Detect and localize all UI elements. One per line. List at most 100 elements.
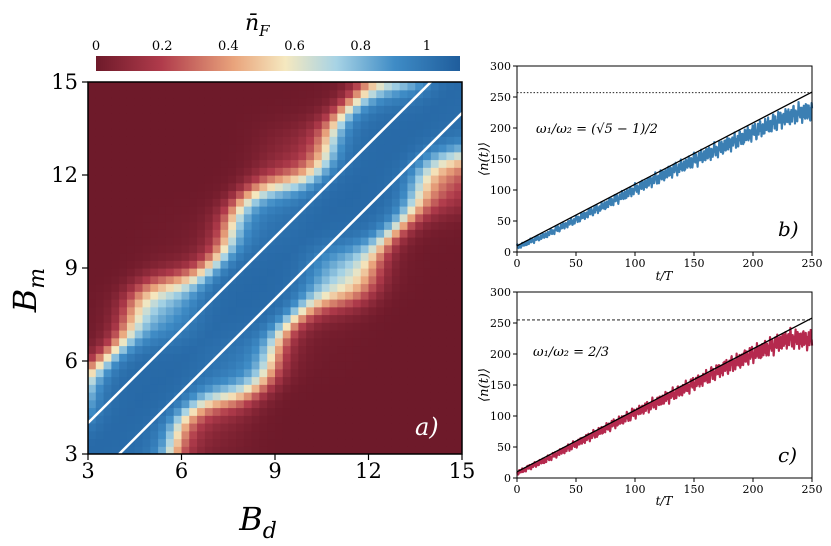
heatmap-cell bbox=[298, 361, 307, 370]
heatmap-cell bbox=[360, 299, 370, 308]
heatmap-cell bbox=[204, 291, 214, 300]
heatmap-cell bbox=[88, 151, 97, 161]
heatmap-cell bbox=[384, 384, 393, 393]
heatmap-cell bbox=[399, 213, 409, 223]
heatmap-cell bbox=[126, 190, 136, 199]
heatmap-cell bbox=[95, 244, 105, 254]
heatmap-cell bbox=[321, 345, 331, 354]
heatmap-cell bbox=[275, 105, 284, 114]
heatmap-cell bbox=[228, 105, 237, 114]
heatmap-cell bbox=[119, 144, 128, 153]
heatmap-cell bbox=[228, 415, 237, 424]
heatmap-cell bbox=[204, 330, 214, 339]
heatmap-cell bbox=[111, 314, 120, 323]
heatmap-cell bbox=[384, 283, 393, 292]
heatmap-cell bbox=[329, 136, 338, 145]
heatmap-cell bbox=[243, 430, 253, 440]
heatmap-cell bbox=[142, 392, 151, 401]
heatmap-cell bbox=[313, 97, 323, 106]
heatmap-cell bbox=[423, 244, 432, 254]
heatmap-cell bbox=[88, 423, 97, 432]
heatmap-cell bbox=[337, 283, 346, 292]
heatmap-cell bbox=[438, 392, 448, 401]
heatmap-cell bbox=[384, 113, 393, 122]
heatmap-cell bbox=[337, 368, 346, 378]
heatmap-cell bbox=[290, 430, 299, 440]
heatmap-cell bbox=[446, 105, 455, 114]
heatmap-cell bbox=[275, 376, 284, 385]
heatmap-cell bbox=[95, 337, 105, 347]
heatmap-cell bbox=[391, 446, 401, 454]
heatmap-cell bbox=[360, 244, 370, 254]
heatmap-cell bbox=[329, 268, 338, 277]
heatmap-cell bbox=[259, 337, 268, 347]
heatmap-cell bbox=[360, 314, 370, 323]
heatmap-cell bbox=[329, 299, 338, 308]
heatmap-cell bbox=[275, 353, 284, 362]
heatmap-cell bbox=[126, 384, 136, 393]
heatmap-cell bbox=[126, 144, 136, 153]
heatmap-cell bbox=[376, 206, 385, 215]
heatmap-cell bbox=[103, 252, 112, 261]
heatmap-cell bbox=[189, 206, 198, 215]
heatmap-cell bbox=[212, 392, 222, 401]
heatmap-cell bbox=[345, 446, 354, 454]
heatmap-cell bbox=[267, 268, 276, 277]
heatmap-cell bbox=[352, 229, 362, 238]
heatmap-cell bbox=[430, 82, 440, 91]
heatmap-cell bbox=[103, 198, 112, 207]
heatmap-cell bbox=[415, 283, 424, 292]
heatmap-cell bbox=[360, 361, 370, 370]
heatmap-cell bbox=[267, 175, 276, 184]
heatmap-cell bbox=[360, 415, 370, 424]
heatmap-cell bbox=[298, 97, 307, 106]
heatmap-cell bbox=[88, 182, 97, 192]
heatmap-cell bbox=[399, 229, 409, 238]
heatmap-cell bbox=[282, 89, 292, 99]
heatmap-cell bbox=[360, 82, 370, 91]
heatmap-cell bbox=[391, 299, 401, 308]
heatmap-cell bbox=[290, 237, 299, 246]
heatmap-cell bbox=[360, 330, 370, 339]
heatmap-cell bbox=[228, 376, 237, 385]
heatmap-cell bbox=[236, 260, 245, 269]
heatmap-cell bbox=[259, 198, 268, 207]
heatmap-cell bbox=[399, 244, 409, 254]
y-tick-label: 9 bbox=[65, 256, 78, 280]
heatmap-cell bbox=[236, 190, 245, 199]
heatmap-cell bbox=[423, 423, 432, 432]
heatmap-cell bbox=[181, 97, 190, 106]
heatmap-cell bbox=[446, 275, 455, 285]
heatmap-cell bbox=[165, 368, 175, 378]
heatmap-cell bbox=[88, 89, 97, 99]
heatmap-cell bbox=[415, 392, 424, 401]
heatmap-cell bbox=[158, 213, 167, 223]
heatmap-cell bbox=[251, 159, 261, 168]
heatmap-cell bbox=[306, 337, 315, 347]
heatmap-cell bbox=[306, 345, 315, 354]
heatmap-cell bbox=[407, 361, 416, 370]
heatmap-cell bbox=[376, 376, 385, 385]
heatmap-cell bbox=[212, 376, 222, 385]
heatmap-cell bbox=[423, 438, 432, 447]
heatmap-cell bbox=[376, 345, 385, 354]
heatmap-cell bbox=[376, 415, 385, 424]
heatmap-cell bbox=[438, 376, 448, 385]
heatmap-cell bbox=[438, 384, 448, 393]
heatmap-cell bbox=[243, 237, 253, 246]
heatmap-cell bbox=[236, 252, 245, 261]
heatmap-cell bbox=[321, 82, 331, 91]
heatmap-cell bbox=[165, 221, 175, 230]
heatmap-cell bbox=[189, 330, 198, 339]
heatmap-cell bbox=[236, 283, 245, 292]
heatmap-cell bbox=[430, 237, 440, 246]
heatmap-cell bbox=[197, 407, 206, 416]
heatmap-cell bbox=[134, 353, 144, 362]
heatmap-cell bbox=[407, 260, 416, 269]
heatmap-cell bbox=[189, 415, 198, 424]
heatmap-cell bbox=[119, 322, 128, 331]
heatmap-cell bbox=[126, 368, 136, 378]
heatmap-cell bbox=[142, 113, 151, 122]
heatmap-cell bbox=[197, 89, 206, 99]
